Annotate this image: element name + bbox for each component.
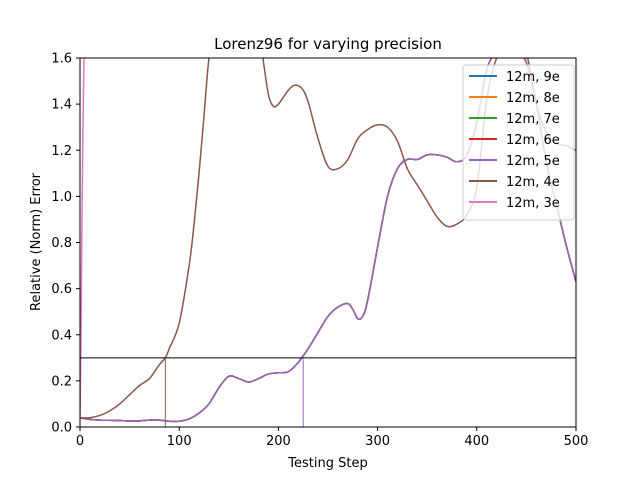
y-tick-label: 0.2 (51, 374, 72, 389)
legend-label: 12m, 6e (506, 133, 560, 148)
legend-label: 12m, 3e (506, 196, 560, 211)
legend-label: 12m, 4e (506, 175, 560, 190)
axis-ticks: 0 100 200 300 400 500 0.0 0.2 0.4 0.6 0.8 1.0 1.2 1.4… (51, 52, 588, 450)
series-line-12m-3e (80, 58, 85, 418)
plot-area (80, 58, 576, 427)
y-axis-label: Relative (Norm) Error (29, 172, 44, 311)
y-tick-label: 1.4 (51, 98, 72, 113)
y-tick-label: 0.0 (51, 421, 72, 436)
x-axis-label: Testing Step (287, 456, 367, 471)
legend-label: 12m, 9e (506, 70, 560, 85)
y-tick-label: 0.6 (51, 282, 72, 297)
x-tick-label: 400 (464, 434, 489, 449)
legend: 12m, 9e 12m, 8e 12m, 7e 12m, 6e 12m, 5e 12m, … (462, 64, 575, 221)
legend-label: 12m, 5e (506, 154, 560, 169)
x-tick-label: 0 (76, 434, 84, 449)
y-tick-label: 0.8 (51, 236, 72, 251)
x-tick-label: 500 (564, 434, 589, 449)
chart-title: Lorenz96 for varying precision (214, 35, 442, 53)
y-tick-label: 1.0 (51, 190, 72, 205)
legend-label: 12m, 7e (506, 112, 560, 127)
series-line-12m-5e (80, 58, 576, 423)
x-tick-label: 200 (266, 434, 291, 449)
y-tick-label: 1.2 (51, 144, 72, 159)
y-tick-label: 1.6 (51, 52, 72, 67)
x-tick-label: 100 (167, 434, 192, 449)
y-tick-label: 0.4 (51, 328, 72, 343)
legend-label: 12m, 8e (506, 91, 560, 106)
x-tick-label: 300 (365, 434, 390, 449)
